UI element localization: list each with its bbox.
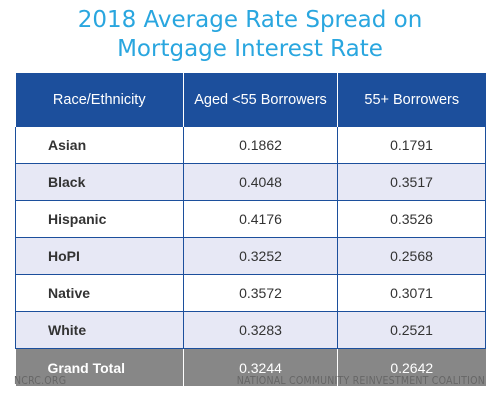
column-header-aged-under-55: Aged <55 Borrowers	[183, 73, 338, 127]
grand-total-label: Grand Total	[15, 348, 184, 386]
cell-aged-under-55: 0.3572	[183, 274, 338, 312]
table-row: Native 0.3572 0.3071	[15, 274, 486, 312]
table-header-row: Race/Ethnicity Aged <55 Borrowers 55+ Bo…	[15, 73, 486, 127]
cell-55-plus: 0.3071	[337, 274, 486, 312]
footer-organization: NATIONAL COMMUNITY REINVESTMENT COALITIO…	[236, 375, 485, 387]
table-row: Asian 0.1862 0.1791	[15, 127, 486, 164]
table-row: Hispanic 0.4176 0.3526	[15, 200, 486, 238]
title-line-2: Mortgage Interest Rate	[117, 36, 383, 62]
row-label: Black	[15, 163, 184, 201]
row-label: HoPI	[15, 237, 184, 275]
row-label: Native	[15, 274, 184, 312]
column-header-race: Race/Ethnicity	[15, 73, 184, 127]
grand-total-55-plus: 0.2642	[337, 348, 486, 386]
cell-55-plus: 0.2568	[337, 237, 486, 275]
grand-total-aged-under-55: 0.3244	[183, 348, 338, 386]
rate-spread-table-container: Race/Ethnicity Aged <55 Borrowers 55+ Bo…	[15, 73, 486, 386]
title-line-1: 2018 Average Rate Spread on	[77, 7, 423, 33]
grand-total-row: Grand Total 0.3244 0.2642	[15, 348, 486, 386]
table-row: Black 0.4048 0.3517	[15, 163, 486, 201]
cell-aged-under-55: 0.4048	[183, 163, 338, 201]
row-label: Hispanic	[15, 200, 184, 238]
cell-aged-under-55: 0.3252	[183, 237, 338, 275]
column-header-55-plus: 55+ Borrowers	[337, 73, 486, 127]
cell-55-plus: 0.2521	[337, 311, 486, 349]
cell-aged-under-55: 0.3283	[183, 311, 338, 349]
table-row: White 0.3283 0.2521	[15, 311, 486, 349]
rate-spread-table: Race/Ethnicity Aged <55 Borrowers 55+ Bo…	[15, 73, 486, 386]
cell-55-plus: 0.1791	[337, 127, 486, 164]
cell-aged-under-55: 0.1862	[183, 127, 338, 164]
footer-website: NCRC.ORG	[14, 375, 67, 387]
cell-aged-under-55: 0.4176	[183, 200, 338, 238]
row-label: White	[15, 311, 184, 349]
cell-55-plus: 0.3517	[337, 163, 486, 201]
chart-title: 2018 Average Rate Spread on Mortgage Int…	[0, 6, 500, 64]
row-label: Asian	[15, 127, 184, 164]
table-row: HoPI 0.3252 0.2568	[15, 237, 486, 275]
cell-55-plus: 0.3526	[337, 200, 486, 238]
